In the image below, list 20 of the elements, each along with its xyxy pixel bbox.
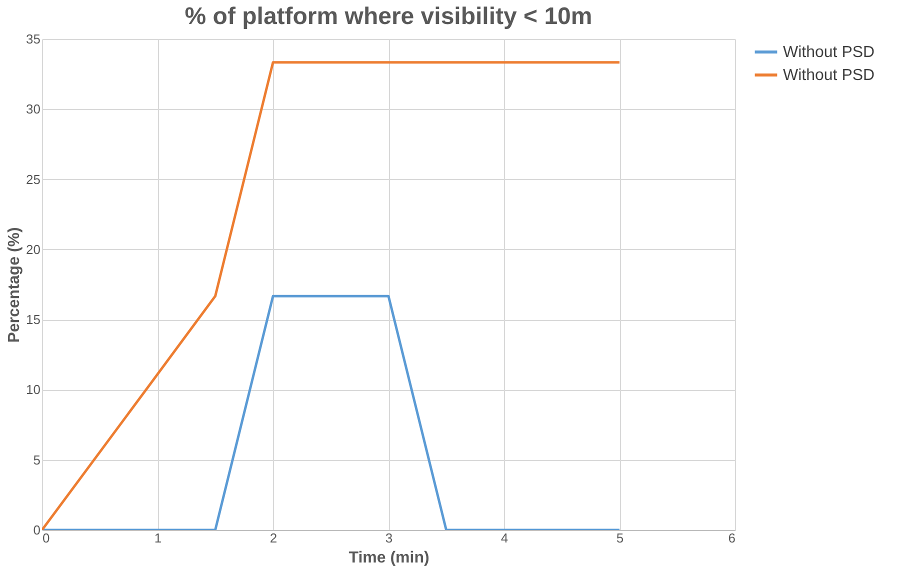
x-tick-label: 1	[154, 530, 162, 546]
y-axis-title: Percentage (%)	[6, 227, 24, 343]
y-tick-label: 10	[26, 382, 40, 398]
x-tick-label: 5	[616, 530, 624, 546]
x-tick-label: 4	[500, 530, 508, 546]
x-tick-label: 0	[42, 530, 50, 546]
y-tick-label: 5	[33, 452, 40, 468]
legend-label: Without PSD	[783, 44, 875, 61]
line-series	[42, 61, 621, 530]
x-tick-label: 3	[385, 530, 393, 546]
chart-title: % of platform where visibility < 10m	[184, 3, 592, 30]
legend-label: Without PSD	[783, 67, 875, 84]
y-tick-label: 35	[26, 32, 40, 46]
x-tick-label: 6	[728, 530, 736, 546]
y-tick-label: 30	[26, 102, 40, 117]
x-tick-label: 2	[270, 530, 278, 546]
y-tick-label: 20	[26, 242, 40, 257]
x-axis-title: Time (min)	[348, 550, 430, 566]
y-tick-label: 25	[26, 172, 40, 187]
y-tick-label: 15	[26, 312, 40, 328]
